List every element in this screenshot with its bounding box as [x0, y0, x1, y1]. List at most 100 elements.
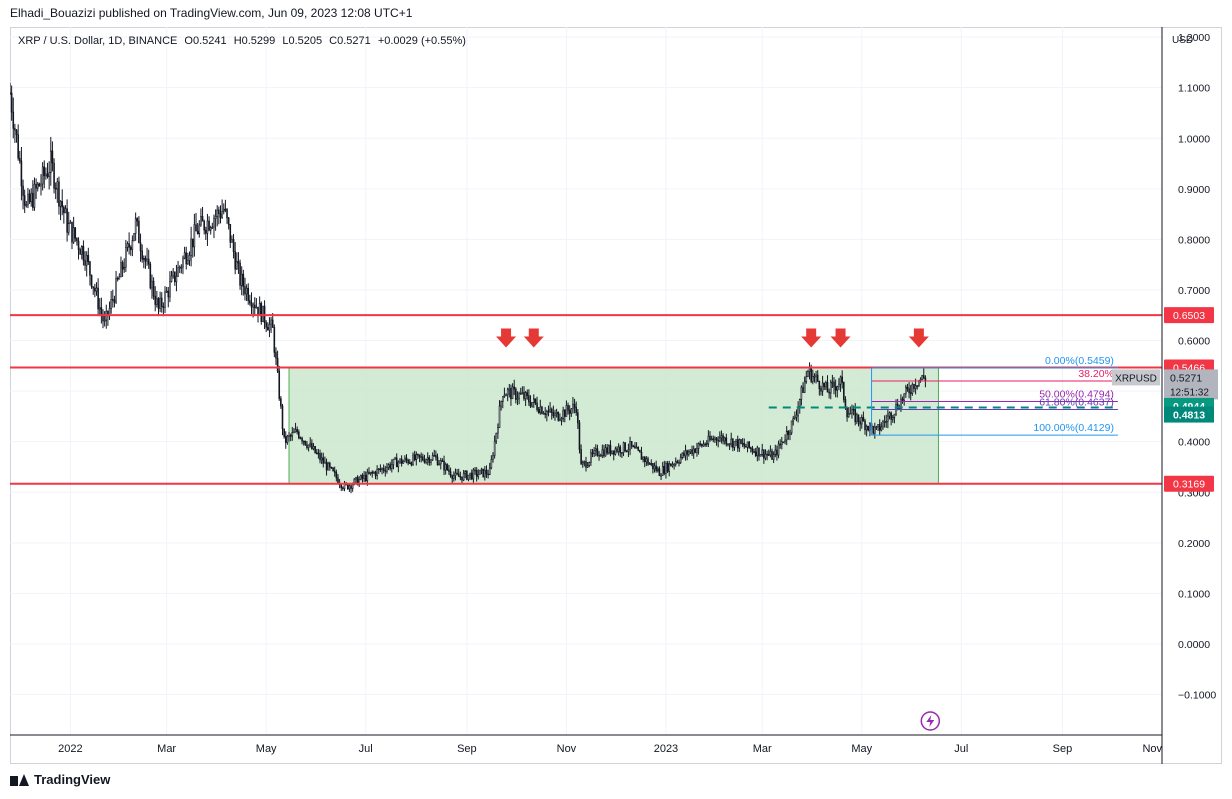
candle-body: [882, 421, 884, 428]
price-chart[interactable]: 0.00%(0.5459)38.20% 50.00%(0.4794)61.80%(…: [10, 27, 1222, 764]
candle-body: [506, 389, 509, 396]
candle-body: [869, 423, 871, 431]
candle-body: [361, 475, 364, 479]
candle-body: [87, 255, 90, 263]
candle-body: [813, 375, 816, 378]
footer-brand[interactable]: TradingView: [10, 772, 110, 787]
candle-body: [319, 453, 321, 461]
candle-body: [893, 413, 896, 418]
candle-body: [555, 411, 558, 415]
candle-body: [222, 208, 225, 212]
candle-body: [255, 306, 258, 309]
candle-body: [275, 352, 277, 359]
candle-body: [653, 465, 656, 470]
candle-body: [439, 460, 442, 465]
candle-body: [500, 401, 502, 407]
candle-body: [727, 443, 729, 446]
candle-body: [293, 431, 295, 434]
candle-body: [224, 208, 227, 211]
candle-body: [195, 224, 197, 232]
y-tick-label: 0.9000: [1178, 184, 1210, 196]
candle-body: [562, 410, 564, 419]
candle-body: [735, 439, 737, 442]
candle-body: [227, 217, 230, 225]
candle-body: [320, 457, 323, 461]
candle-body: [90, 274, 93, 288]
candle-body: [165, 290, 168, 293]
candle-body: [913, 383, 915, 389]
legend-low: L0.5205: [282, 35, 323, 47]
candle-body: [209, 227, 212, 231]
candle-body: [27, 193, 29, 206]
candle-body: [532, 398, 535, 403]
candle-body: [665, 462, 667, 474]
candle-body: [477, 474, 480, 477]
candle-body: [322, 457, 325, 464]
candle-body: [464, 470, 467, 474]
candle-body: [453, 475, 455, 479]
candle-body: [836, 386, 839, 391]
candle-body: [709, 435, 711, 441]
candle-body: [484, 469, 486, 478]
candle-body: [366, 471, 369, 481]
candle-body: [531, 402, 533, 407]
candle-body: [604, 447, 607, 457]
candle-body: [242, 273, 245, 287]
candle-body: [262, 305, 264, 322]
candle-body: [586, 465, 589, 468]
candle-body: [856, 414, 858, 423]
candle-body: [436, 456, 439, 466]
fib-level-label: 0.00%(0.5459): [1045, 355, 1114, 367]
candle-body: [456, 472, 458, 475]
candle-body: [635, 447, 638, 449]
candle-body: [519, 393, 522, 395]
candle-body: [725, 437, 728, 445]
candle-body: [329, 462, 331, 468]
candle-body: [640, 451, 643, 460]
candle-body: [201, 215, 204, 222]
candle-body: [648, 463, 651, 466]
candle-body: [701, 444, 703, 447]
candle-body: [423, 459, 426, 463]
x-tick-label: Sep: [1053, 743, 1073, 755]
candle-body: [291, 432, 294, 437]
candle-body: [191, 238, 194, 248]
candle-body: [280, 398, 282, 407]
symbol-tag: [1112, 369, 1160, 386]
candle-body: [175, 275, 178, 283]
candle-body: [350, 485, 352, 489]
candle-body: [699, 443, 702, 445]
candle-body: [149, 263, 152, 289]
candle-body: [147, 258, 150, 265]
candle-body: [563, 410, 566, 417]
fib-level-label: 38.20%: [1078, 368, 1114, 380]
candle-body: [807, 371, 809, 377]
candle-body: [617, 446, 620, 452]
candle-body: [479, 469, 481, 475]
candle-body: [720, 435, 723, 439]
candle-body: [497, 427, 499, 434]
candle-body: [591, 452, 594, 455]
candle-body: [32, 192, 34, 208]
candle-body: [851, 408, 853, 414]
candle-body: [22, 185, 24, 196]
candle-body: [216, 209, 219, 217]
candle-body: [637, 447, 640, 451]
candle-body: [577, 412, 579, 424]
candle-body: [838, 383, 840, 387]
candle-body: [585, 461, 587, 468]
candle-body: [376, 469, 378, 476]
candle-body: [565, 405, 568, 417]
candle-body: [846, 407, 848, 418]
price-tag: [1164, 475, 1214, 492]
candle-body: [267, 326, 269, 331]
candle-body: [753, 451, 755, 453]
candle-body: [634, 445, 636, 449]
candle-body: [857, 414, 860, 422]
candle-body: [763, 449, 765, 459]
candle-body: [356, 477, 359, 486]
candle-body: [705, 443, 708, 446]
candle-body: [687, 451, 690, 455]
candle-body: [559, 419, 561, 422]
candle-body: [482, 468, 485, 478]
